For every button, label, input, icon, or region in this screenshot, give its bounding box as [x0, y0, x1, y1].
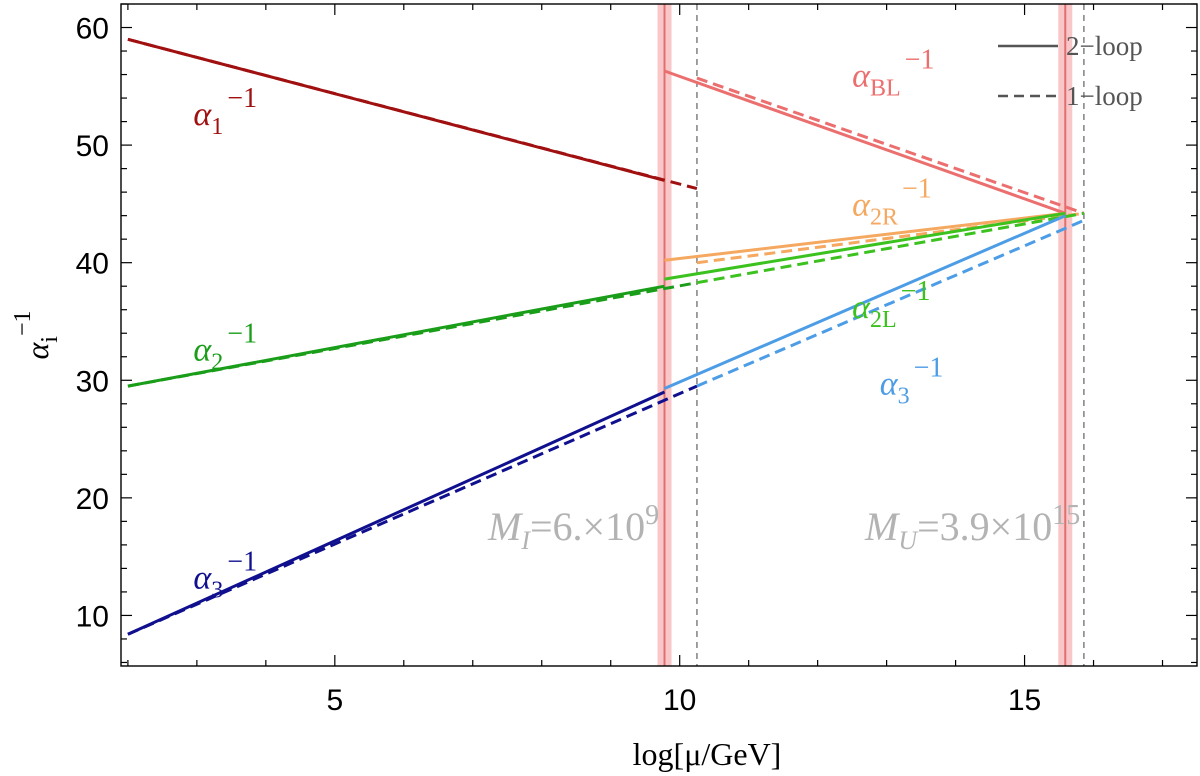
curve-label-sup: −1 [902, 174, 932, 205]
curve-label-sub: 2L [870, 307, 897, 333]
curve-label-sub: 1 [211, 114, 223, 140]
curve-label-sub: 3 [211, 577, 223, 603]
curve-label-alpha-2l: α2L−1 [852, 276, 930, 333]
series-line-3 [127, 281, 698, 388]
curve-label-alpha-3: α3−1 [880, 352, 944, 409]
curve-label-sup: −1 [905, 44, 935, 75]
x-axis-label: log[μ/GeV] [633, 736, 782, 772]
curve-label-base: α [880, 365, 899, 402]
curve-label-alpha-1: α1−1 [193, 83, 257, 140]
curve-label-sup: −1 [914, 352, 944, 383]
series-line-6 [663, 69, 1066, 215]
y-tick-label: 40 [76, 248, 109, 281]
y-axis-label-sub: i [37, 336, 63, 343]
series-line-12 [663, 214, 1066, 390]
threshold-label-prefix: M [487, 504, 524, 549]
x-tick-label: 5 [326, 684, 343, 717]
y-tick-label: 50 [76, 130, 109, 163]
y-axis-label-sup: −1 [10, 310, 36, 336]
curve-label-sub: BL [870, 75, 901, 101]
y-axis-label-base: α [19, 342, 55, 360]
curve-label-sup: −1 [227, 318, 257, 349]
threshold-label-i: MI=6.×109 [487, 500, 659, 555]
threshold-label-u: MU=3.9×1015 [864, 500, 1080, 555]
curve-label-sup: −1 [227, 546, 257, 577]
curve-label-alpha-2: α2−1 [193, 318, 257, 375]
threshold-label-value: =6.×10 [530, 504, 645, 549]
y-tick-label: 30 [76, 365, 109, 398]
curve-label-base: α [193, 96, 212, 133]
y-tick-label: 10 [76, 600, 109, 633]
threshold-label-prefix: M [864, 504, 901, 549]
legend-label-solid: 2−loop [1066, 31, 1143, 61]
x-tick-label: 15 [1008, 684, 1041, 717]
curve-label-sub: 3 [898, 383, 910, 409]
threshold-label-exp: 15 [1052, 500, 1080, 531]
curve-label-sup: −1 [901, 276, 931, 307]
curve-label-alpha-2r: α2R−1 [852, 174, 932, 231]
threshold-label-sub: U [898, 526, 919, 555]
series-line-4 [127, 390, 666, 636]
series-line-13 [696, 219, 1085, 388]
curve-label-sup: −1 [227, 83, 257, 114]
threshold-label-sub: I [520, 526, 531, 555]
series-line-10 [664, 211, 1066, 281]
curve-label-base: α [852, 187, 871, 224]
threshold-label-value: =3.9×10 [917, 504, 1052, 549]
curve-label-base: α [852, 289, 871, 326]
curve-label-base: α [852, 57, 871, 94]
legend-label-dashed: 1−loop [1066, 81, 1143, 111]
y-tick-label: 20 [76, 483, 109, 516]
curve-label-sub: 2R [870, 205, 898, 231]
series-line-11 [696, 211, 1085, 285]
series-line-5 [127, 384, 698, 636]
series-line-1 [127, 37, 698, 191]
series-line-8 [664, 211, 1066, 262]
y-axis-label: αi−1 [10, 310, 63, 359]
threshold-label-exp: 9 [645, 500, 659, 531]
series-line-7 [696, 76, 1085, 215]
y-tick-label: 60 [76, 13, 109, 46]
curve-label-base: α [193, 559, 212, 596]
x-tick-label: 10 [663, 684, 696, 717]
curve-label-sub: 2 [211, 349, 223, 375]
curve-label-base: α [193, 331, 212, 368]
curve-label-alpha-bl: αBL−1 [852, 44, 934, 101]
curve-label-alpha-3: α3−1 [193, 546, 257, 603]
plot-frame [120, 3, 1198, 667]
